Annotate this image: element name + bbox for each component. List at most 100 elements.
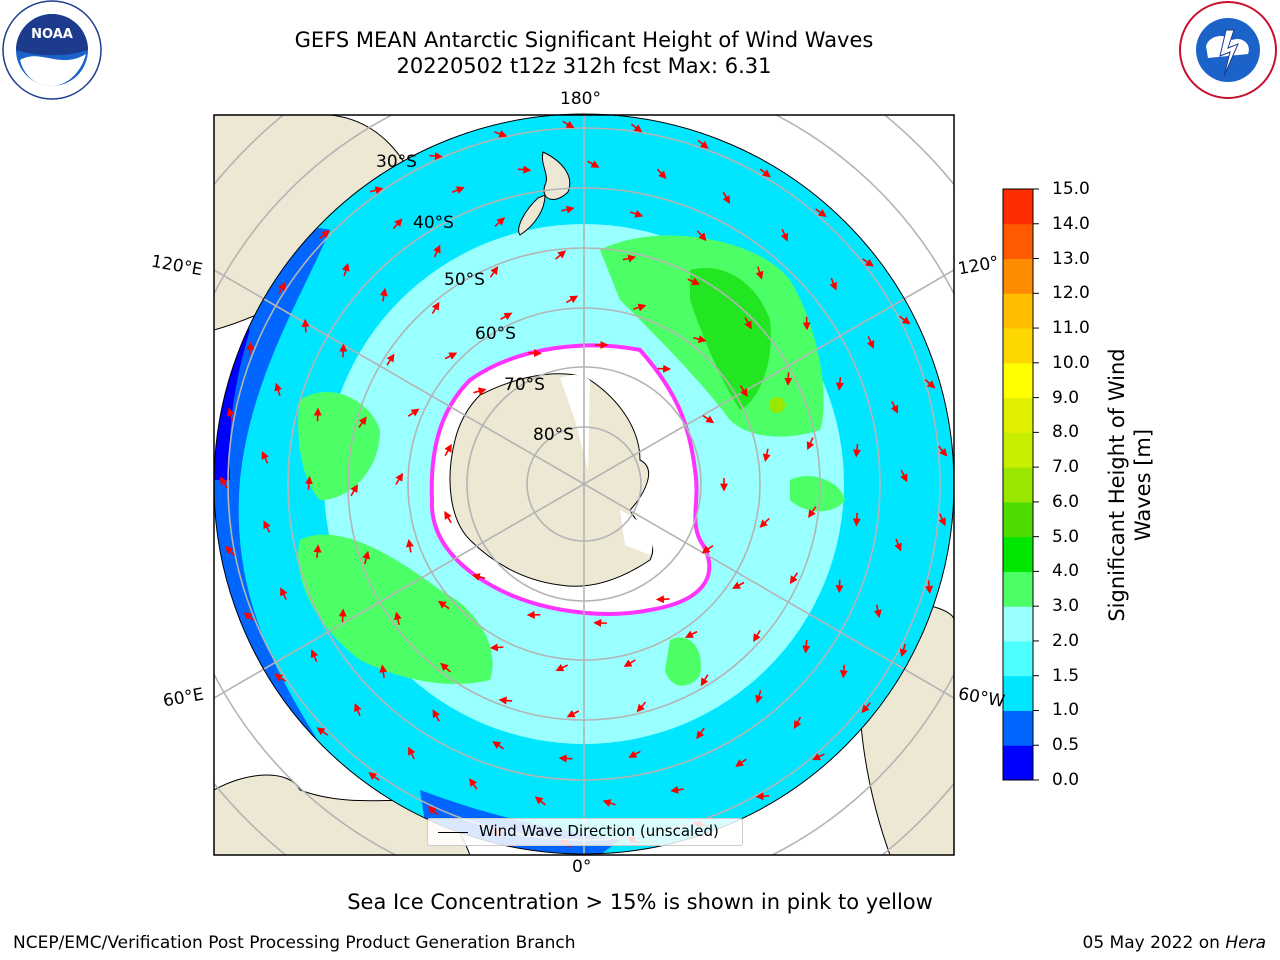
wind-arrow [362,550,371,565]
wind-arrow [219,476,228,489]
wind-arrow [628,750,641,758]
wind-arrow [494,217,506,227]
colorbar-band [1003,362,1033,399]
wind-arrow [339,343,348,358]
wind-arrow [440,662,451,673]
wind-arrow [899,643,908,658]
wind-arrow [722,191,731,204]
colorbar-band [1003,571,1033,607]
wind-arrow [732,581,745,589]
colorbar-tick-label: 10.0 [1052,352,1090,373]
wind-arrow [762,448,771,463]
wind-arrow [693,335,707,344]
wind-arrow [313,544,322,558]
wind-arrow [700,674,709,687]
wind-arrow [517,165,532,174]
wind-arrow [670,785,684,794]
colorbar-band [1003,432,1033,468]
wind-arrow [318,230,331,240]
wind-arrow [350,484,358,497]
wind-arrow [226,407,235,421]
colorbar-band [1003,293,1033,329]
wind-arrow [405,538,414,553]
wind-arrow [866,336,875,349]
wind-arrows [219,120,948,848]
colorbar-band [1003,710,1033,746]
wind-arrow [780,228,789,242]
wind-arrow [759,517,770,528]
wind-arrow [427,806,439,816]
wind-arrow [806,437,815,451]
wind-arrow [408,746,416,760]
colorbar-band [1003,223,1033,260]
colorbar-tick-label: 15.0 [1052,179,1090,199]
wind-arrow [894,538,902,552]
legend-line-sample [438,832,468,833]
wind-arrow [224,545,236,556]
colorbar-band [1003,258,1033,294]
wind-arrow [368,772,380,781]
wind-arrow [735,758,747,768]
colorbar-tick-label: 5.0 [1052,526,1080,547]
wind-arrow [243,612,255,622]
wind-arrow [684,630,698,638]
wind-arrow [802,639,811,654]
lon-label-0: 0° [572,857,592,877]
wind-arrow [492,741,504,750]
wind-arrow [500,312,513,321]
wind-arrow [354,703,362,717]
antarctica-land [449,373,654,587]
wind-arrow [808,506,817,519]
colorbar-tick-label: 2.0 [1052,630,1080,651]
colorbar-band [1003,745,1033,781]
wind-arrow [687,277,701,286]
wind-arrow [759,168,771,178]
colorbar-band [1003,189,1033,225]
wind-arrow [304,475,313,490]
colorbar-band [1003,606,1033,642]
date-text: 05 May 2022 on [1082,933,1226,953]
wind-arrow [812,752,825,761]
wind-arrow [489,643,504,652]
wind-arrow [437,600,450,610]
colorbar-frame [1002,188,1034,781]
wind-arrow [431,301,440,314]
sea-ice-note: Sea Ice Concentration > 15% is shown in … [347,890,933,914]
wind-arrow [555,250,567,260]
wind-arrow [852,443,861,458]
wind-arrow [432,709,440,722]
colorbar-band [1003,640,1033,677]
wind-arrow [341,262,350,277]
wind-arrow [696,727,705,740]
wind-arrow [789,572,799,585]
wind-arrow [739,385,748,398]
map-frame [213,114,955,856]
noaa-logo: NOAA [2,0,102,100]
legend-text: Wind Wave Direction (unscaled) [479,822,719,840]
wind-arrow [633,303,647,312]
wind-arrow [566,710,580,718]
wind-arrow [395,472,404,485]
credit-text: NCEP/EMC/Verification Post Processing Pr… [13,933,576,953]
wind-arrow [370,186,384,195]
wind-arrow [338,608,347,623]
wind-arrow [277,281,286,295]
map-plot-area [214,115,954,855]
wind-arrow [246,341,255,356]
host-name: Hera [1225,933,1266,953]
wind-arrow [829,277,838,291]
colorbar-band [1003,675,1033,711]
wind-arrow [623,659,636,668]
wave-patch-indian [298,534,493,684]
wind-arrow [379,287,388,302]
new-zealand-land [541,151,571,200]
wind-arrow [899,315,911,325]
lat-label-40s: 40°S [413,213,454,233]
colorbar-tick-label: 13.0 [1052,248,1090,269]
chart-subtitle: 20220502 t12z 312h fcst Max: 6.31 [396,54,772,78]
wind-arrow [835,377,844,391]
lon-label-180: 180° [560,89,601,109]
wind-arrow [301,318,310,333]
wind-arrow [358,416,367,428]
